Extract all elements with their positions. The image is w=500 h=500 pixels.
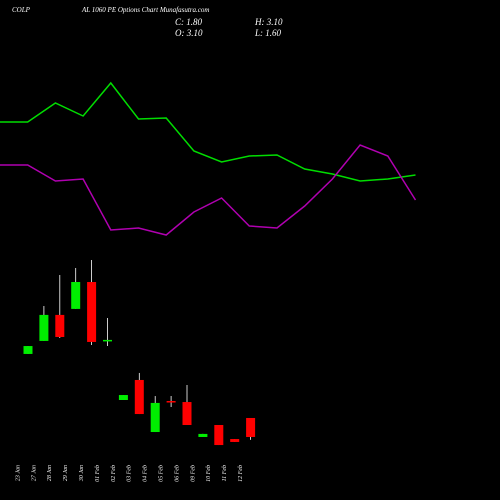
candle-body xyxy=(166,401,176,403)
x-tick-label: 23 Jan xyxy=(15,465,21,481)
candle-body xyxy=(87,282,97,342)
x-tick-label: 30 Jan xyxy=(79,465,85,482)
candle-body xyxy=(71,282,81,309)
candle-body xyxy=(150,402,160,433)
ohlc-low: L: 1.60 xyxy=(254,28,282,38)
ohlc-high: H: 3.10 xyxy=(254,17,283,27)
x-tick-label: 03 Feb xyxy=(127,465,133,482)
x-tick-label: 05 Feb xyxy=(158,465,164,482)
candle-body xyxy=(118,395,128,400)
x-tick-label: 02 Feb xyxy=(111,465,117,482)
ohlc-open: O: 3.10 xyxy=(175,28,203,38)
x-tick-label: 29 Jan xyxy=(63,465,69,481)
candle-body xyxy=(214,425,224,446)
candle-body xyxy=(134,379,144,415)
chart-subtitle: AL 1060 PE Options Chart Munafasutra.com xyxy=(81,6,209,14)
candle-body xyxy=(55,314,65,337)
candle-body xyxy=(246,417,256,437)
line-series xyxy=(0,144,417,236)
x-tick-label: 10 Feb xyxy=(206,465,212,482)
x-tick-label: 06 Feb xyxy=(174,465,180,482)
chart-title: COLP xyxy=(12,6,31,14)
candle-body xyxy=(198,433,208,437)
x-tick-label: 04 Feb xyxy=(142,465,149,482)
candle-body xyxy=(23,346,33,354)
candle-body xyxy=(230,439,240,442)
x-tick-label: 28 Jan xyxy=(47,465,53,481)
candle-body xyxy=(39,314,49,341)
candle-body xyxy=(182,402,192,425)
candle-body xyxy=(103,339,112,342)
x-tick-label: 11 Feb xyxy=(222,465,228,481)
x-tick-label: 27 Jan xyxy=(31,465,37,481)
line-series xyxy=(0,81,416,182)
x-tick-label: 12 Feb xyxy=(238,465,244,482)
ohlc-close: C: 1.80 xyxy=(175,17,203,27)
x-tick-label: 01 Feb xyxy=(95,465,101,482)
x-tick-label: 09 Feb xyxy=(190,465,196,482)
